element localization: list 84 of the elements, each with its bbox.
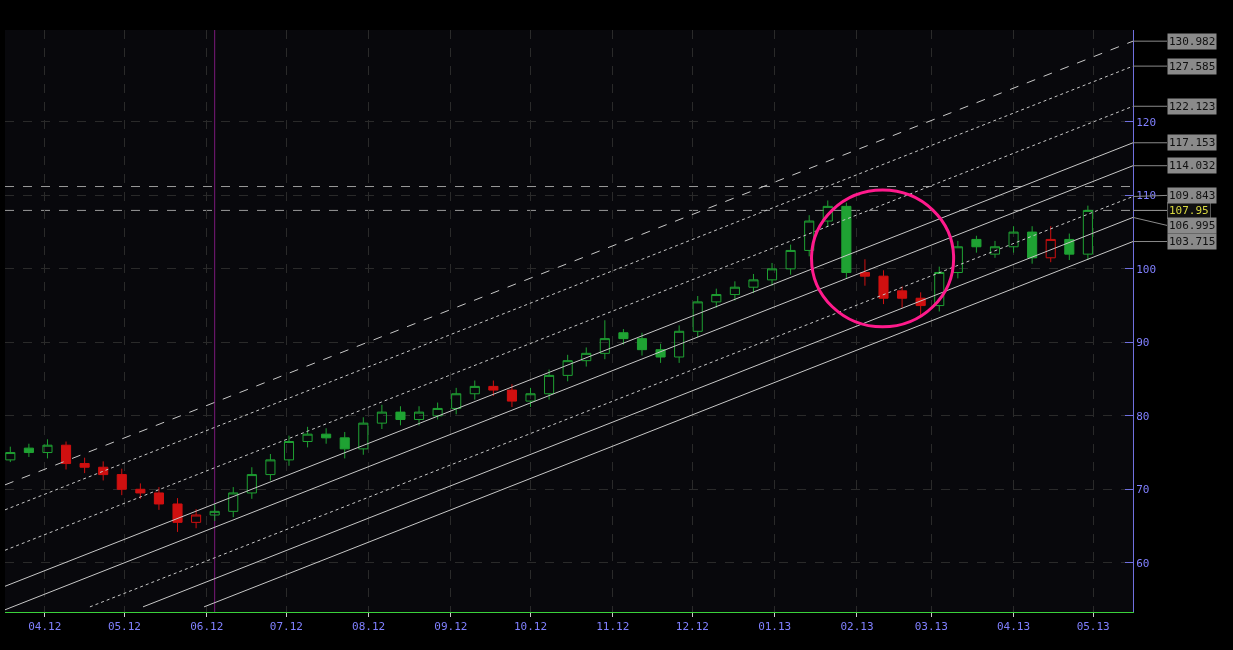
annotation: 130.982 [1169, 35, 1216, 48]
candlestick [859, 258, 870, 287]
y-tick-label: 100 [1136, 262, 1157, 276]
candlestick [135, 482, 146, 500]
x-tick-label: 04.13 [997, 620, 1031, 634]
candlestick [841, 202, 852, 279]
candlestick [1045, 225, 1056, 263]
y-tick-label: 110 [1136, 189, 1157, 203]
x-tick-label: 12.12 [675, 620, 709, 634]
x-tick-label: 07.12 [269, 620, 303, 634]
candlestick [451, 387, 462, 415]
candlestick [172, 497, 183, 533]
candlestick [42, 438, 53, 459]
x-tick-label: 09.12 [434, 620, 468, 634]
candlestick [376, 404, 387, 430]
candlestick [525, 387, 536, 408]
annotation: 117.153 [1169, 136, 1216, 149]
candlestick [153, 486, 164, 511]
candlestick [5, 446, 16, 463]
y-tick-label: 90 [1136, 336, 1150, 350]
candlestick [23, 443, 34, 458]
ref-line-label: 107.95 [1169, 204, 1209, 217]
x-tick-label: 10.12 [513, 620, 548, 634]
candlestick [246, 466, 257, 500]
candlestick [321, 427, 332, 445]
candlestick [581, 346, 592, 368]
candlestick [544, 369, 555, 401]
x-tick-label: 02.13 [840, 620, 874, 634]
candlestick [562, 354, 573, 382]
candlestick [729, 280, 740, 301]
x-tick-label: 06.12 [190, 620, 224, 634]
candlestick [191, 508, 202, 529]
candlestick [971, 235, 982, 254]
candlestick [339, 431, 350, 459]
candlestick [748, 273, 759, 294]
candlestick [469, 380, 480, 401]
annotation: 103.715 [1169, 235, 1216, 248]
y-tick-label: 60 [1136, 556, 1150, 570]
candlestick [395, 405, 406, 426]
y-tick-label: 80 [1136, 409, 1150, 423]
candlestick [413, 405, 425, 426]
candlestick [766, 262, 778, 287]
candlestick [618, 328, 629, 346]
candlestick [822, 199, 833, 228]
candlestick [488, 380, 499, 397]
x-tick-label: 01.13 [758, 620, 792, 634]
candlestick [897, 285, 908, 309]
candlestick [116, 468, 127, 496]
x-tick-label: 04.12 [28, 620, 62, 634]
x-tick-label: 05.13 [1076, 620, 1110, 634]
annotation: 114.032 [1169, 159, 1216, 172]
candlestick [506, 383, 517, 408]
candlestick [934, 266, 945, 312]
candlestick [358, 416, 369, 456]
candlestick [692, 295, 703, 338]
candlestick [785, 244, 796, 276]
candlestick [1008, 225, 1019, 254]
annotation: 122.123 [1169, 100, 1216, 113]
candlestick [674, 324, 685, 364]
candlestick [60, 441, 72, 470]
y-tick-label: 70 [1136, 483, 1150, 497]
candlestick [265, 453, 276, 481]
candlestick [228, 486, 239, 518]
candlestick [1064, 233, 1075, 261]
annotation: 127.585 [1169, 60, 1216, 73]
candlestick [283, 435, 295, 467]
x-tick-label: 05.12 [107, 620, 141, 634]
annotation: 106.995 [1169, 219, 1216, 232]
candlestick [209, 503, 220, 522]
candlestick [1082, 205, 1093, 261]
candlestick [599, 319, 610, 360]
candlestick [636, 332, 648, 357]
y-tick-label: 120 [1136, 115, 1157, 129]
x-tick-label: 11.12 [596, 620, 630, 634]
candlestick [432, 402, 443, 420]
x-tick-label: 08.12 [352, 620, 386, 634]
candlestick [878, 269, 889, 305]
annotation: 109.843 [1169, 189, 1216, 202]
candlestick [302, 426, 313, 448]
candlestick [79, 457, 90, 474]
candlestick [989, 240, 1001, 259]
candlestick [1027, 225, 1038, 265]
x-tick-label: 03.13 [914, 620, 948, 634]
candlestick [711, 288, 722, 309]
